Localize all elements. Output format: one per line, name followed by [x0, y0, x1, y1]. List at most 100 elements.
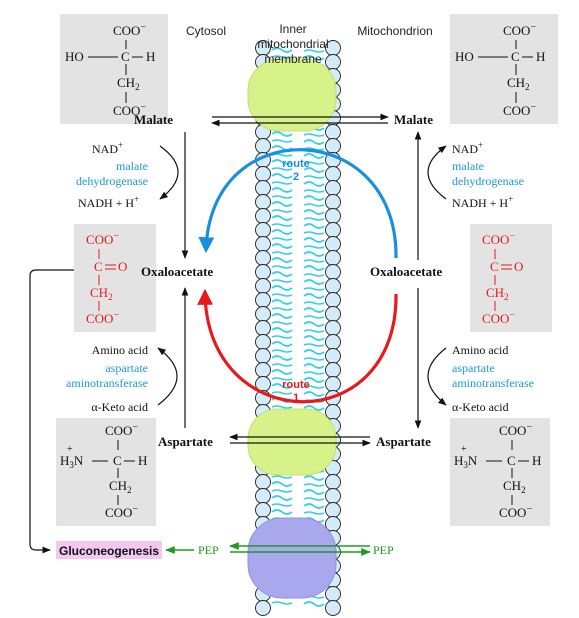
lipid-head — [325, 264, 341, 280]
malate-label-cytosol: Malate — [134, 112, 173, 127]
oxaloacetate-label-mitochondrion: Oxaloacetate — [370, 264, 442, 279]
lipid-tail — [271, 293, 325, 299]
malate-structure-mitochondrion: COO− HO C H CH2 COO− — [450, 14, 558, 124]
svg-text:HO: HO — [455, 49, 474, 64]
oxaloacetate-structure-cytosol: COO− C O CH2 COO− — [74, 224, 156, 332]
lipid-head — [325, 306, 341, 322]
lipid-head — [255, 208, 271, 224]
svg-text:CH2: CH2 — [90, 285, 113, 302]
lipid-tail — [271, 391, 325, 397]
svg-text:HO: HO — [65, 49, 84, 64]
lipid-tail — [271, 481, 325, 487]
aminotransferase-label-mito-1: aspartate — [452, 361, 495, 375]
svg-text:H3N: H3N — [60, 453, 84, 470]
svg-text:CH2: CH2 — [503, 478, 526, 495]
lipid-head — [255, 306, 271, 322]
lipid-head — [325, 320, 341, 336]
lipid-head — [325, 138, 341, 154]
aspartate-label-cytosol: Aspartate — [158, 434, 213, 449]
gluconeogenesis-box — [56, 541, 162, 559]
lipid-tail — [271, 187, 325, 193]
lipid-tail — [271, 355, 325, 361]
lipid-head — [325, 474, 341, 490]
aminotransferase-label-cytosol-1: aspartate — [105, 361, 148, 375]
lipid-head — [325, 362, 341, 378]
oxaloacetate-label-cytosol: Oxaloacetate — [141, 264, 213, 279]
lipid-tail — [271, 265, 325, 271]
svg-text:C: C — [507, 453, 516, 468]
lipid-tail — [271, 243, 325, 249]
route-2-label-line2: 2 — [293, 171, 299, 183]
lipid-tail — [271, 313, 325, 319]
lipid-tail — [271, 341, 325, 347]
lipid-tail — [271, 349, 325, 355]
malate-dehydrogenase-label-cytosol-1: malate — [116, 159, 148, 173]
lipid-head — [325, 222, 341, 238]
svg-text:+: + — [461, 444, 467, 455]
svg-text:COO−: COO− — [113, 22, 146, 38]
route-2-label-line1: route — [282, 158, 310, 170]
svg-text:H: H — [532, 453, 541, 468]
amino-cofactor-curve-mito — [427, 347, 447, 406]
svg-text:COO−: COO− — [482, 310, 515, 326]
lipid-head — [325, 488, 341, 504]
malate-dehydrogenase-label-mito-2: dehydrogenase — [452, 174, 524, 188]
lipid-tail — [271, 229, 325, 235]
lipid-tail — [271, 509, 325, 515]
lipid-head — [255, 180, 271, 196]
svg-text:C: C — [490, 259, 499, 274]
lipid-tail — [271, 209, 325, 215]
lipid-tail — [271, 327, 325, 333]
route-1-arc — [197, 288, 398, 404]
lipid-tail — [271, 285, 325, 291]
svg-text:COO−: COO− — [105, 504, 138, 520]
lipid-head — [255, 166, 271, 182]
svg-text:H: H — [138, 453, 147, 468]
amino-acid-label-cytosol: Amino acid — [92, 343, 148, 357]
svg-text:H: H — [146, 49, 155, 64]
amino-cofactor-curve-cytosol — [157, 347, 178, 406]
svg-text:CH2: CH2 — [109, 478, 132, 495]
nadh-label-cytosol: NADH + H+ — [78, 194, 139, 210]
lipid-head — [325, 404, 341, 420]
membrane-label-line1: Inner — [279, 22, 306, 36]
svg-text:O: O — [514, 259, 523, 274]
lipid-head — [255, 292, 271, 308]
lipid-tail — [271, 237, 325, 243]
amino-acid-label-mito: Amino acid — [452, 343, 508, 357]
lipid-head — [255, 502, 271, 518]
svg-text:COO−: COO− — [482, 231, 515, 247]
pep-label-mito: PEP — [373, 543, 394, 557]
lipid-tail — [271, 181, 325, 187]
lipid-head — [325, 292, 341, 308]
lipid-head — [255, 194, 271, 210]
aspartate-label-mitochondrion: Aspartate — [376, 434, 431, 449]
lipid-head — [255, 334, 271, 350]
svg-text:CH2: CH2 — [507, 75, 530, 92]
oxaloacetate-to-gluconeogenesis-line — [29, 269, 74, 554]
lipid-head — [325, 334, 341, 350]
lipid-head — [325, 600, 341, 616]
lipid-tail — [271, 159, 325, 165]
nad-cofactor-curve-mito — [427, 145, 447, 200]
lipid-tail — [271, 601, 325, 607]
lipid-head — [325, 208, 341, 224]
lipid-tail — [271, 195, 325, 201]
membrane-label-line3: membrane — [264, 52, 322, 66]
svg-text:+: + — [67, 444, 73, 455]
lipid-head — [325, 166, 341, 182]
membrane-label-line2: mitochondrial — [257, 37, 328, 51]
svg-text:C: C — [94, 259, 103, 274]
nadh-label-mito: NADH + H+ — [452, 194, 513, 210]
lipid-head — [255, 138, 271, 154]
svg-text:COO−: COO− — [86, 231, 119, 247]
lipid-tail — [271, 131, 325, 137]
lipid-tail — [271, 251, 325, 257]
lipid-head — [255, 236, 271, 252]
svg-text:CH2: CH2 — [117, 75, 140, 92]
svg-text:O: O — [118, 259, 127, 274]
lipid-tail — [271, 475, 325, 481]
svg-text:COO−: COO− — [113, 102, 146, 118]
lipid-head — [325, 278, 341, 294]
